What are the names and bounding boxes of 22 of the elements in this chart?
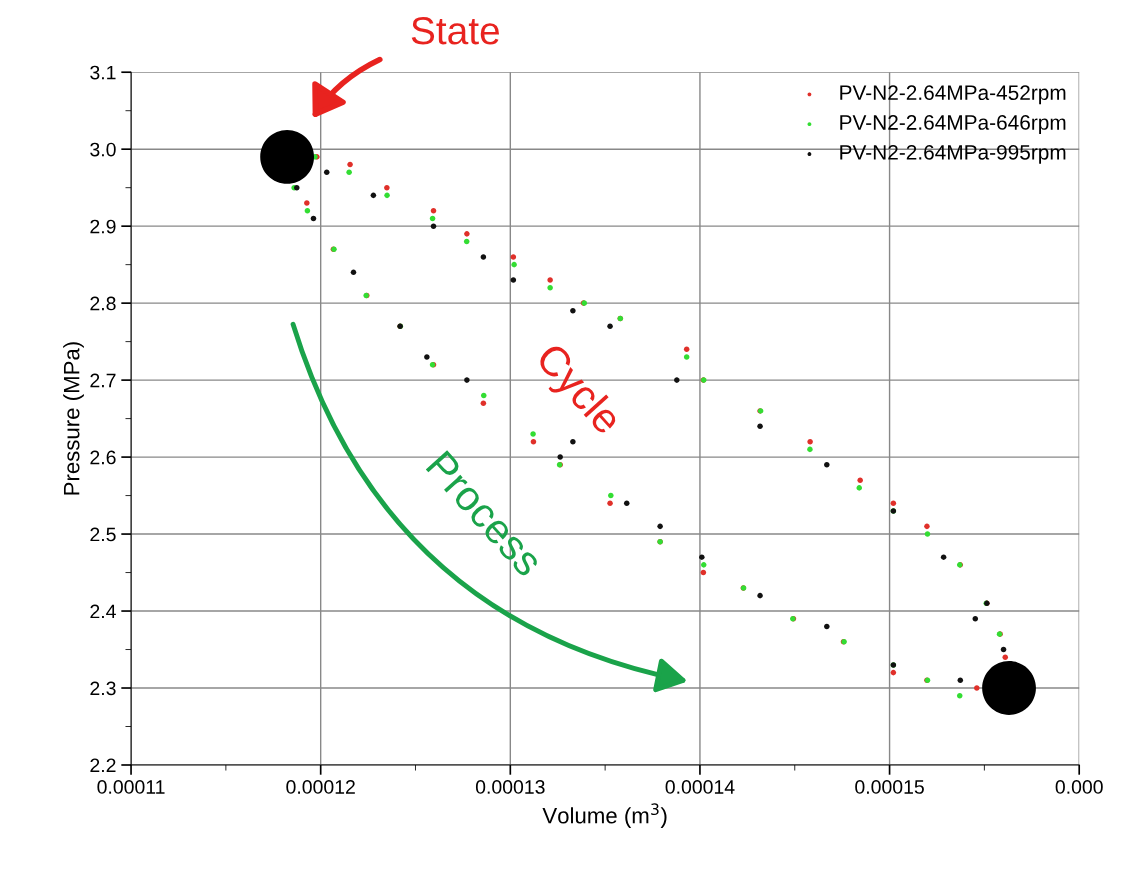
x-axis-title: Volume (m$^{3}$) [542, 803, 667, 828]
legend-label: PV-N2-2.64MPa-646rpm [840, 115, 1066, 134]
y-tick-label: 2.7 [90, 373, 116, 388]
y-axis-title: Pressure (MPa) [63, 342, 84, 495]
y-tick-label: 3.0 [90, 142, 116, 157]
x-tick-label: 0.00014 [665, 780, 735, 794]
legend-label: PV-N2-2.64MPa-995rpm [840, 144, 1066, 164]
y-tick-label: 2.3 [90, 681, 116, 696]
x-tick-label: 0.000 [1055, 780, 1103, 794]
x-tick-label: 0.00011 [97, 780, 165, 794]
x-tick-label: 0.00013 [475, 780, 545, 794]
x-tick-label: 0.00015 [855, 780, 924, 794]
x-tick-label: 0.00012 [286, 780, 355, 794]
legend-label: PV-N2-2.64MPa-452rpm [840, 85, 1066, 105]
y-tick-label: 2.8 [90, 296, 116, 311]
y-tick-label: 2.2 [90, 758, 116, 773]
y-tick-label: 2.5 [90, 527, 116, 542]
y-tick-label: 3.1 [90, 65, 116, 80]
y-tick-label: 2.4 [90, 604, 116, 619]
y-tick-label: 2.9 [90, 219, 116, 234]
text: State [411, 17, 499, 45]
y-tick-label: 2.6 [90, 450, 116, 465]
